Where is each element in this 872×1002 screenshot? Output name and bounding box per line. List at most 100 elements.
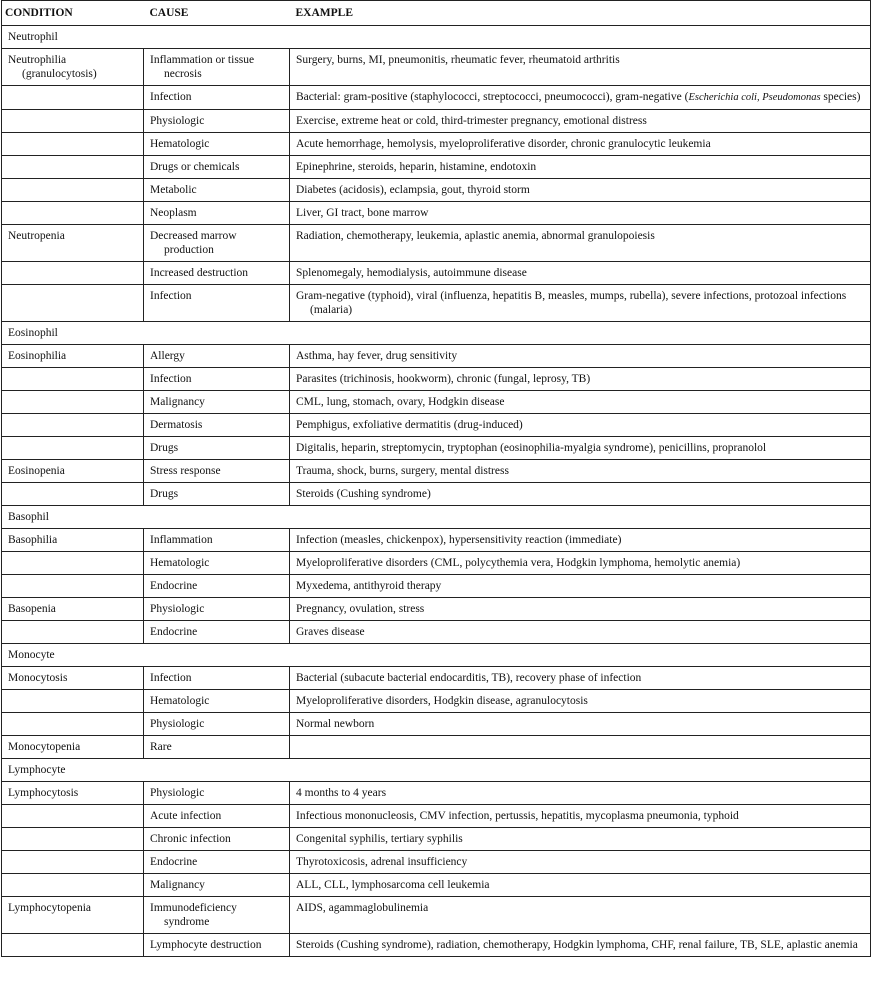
cause-cell: Decreased marrow production <box>143 224 290 262</box>
table-row: Malignancy CML, lung, stomach, ovary, Hod… <box>1 390 871 414</box>
example-text: Bacterial: gram-positive (staphylococci,… <box>296 91 689 103</box>
example-cell: Radiation, chemotherapy, leukemia, aplas… <box>289 224 871 262</box>
condition-cell <box>1 933 144 957</box>
cause-cell: Hematologic <box>143 551 290 575</box>
condition-cell <box>1 873 144 897</box>
cause-cell: Malignancy <box>143 873 290 897</box>
condition-cell <box>1 155 144 179</box>
table-row: Physiologic Exercise, extreme heat or col… <box>1 109 871 133</box>
table-row: Infection Bacterial: gram-positive (staph… <box>1 85 871 110</box>
cause-cell: Drugs <box>143 436 290 460</box>
section-label: Lymphocyte <box>1 758 871 782</box>
table-row: Drugs or chemicals Epinephrine, steroids,… <box>1 155 871 179</box>
cause-cell: Allergy <box>143 344 290 368</box>
condition-cell <box>1 178 144 202</box>
leukocyte-conditions-table: CONDITION CAUSE EXAMPLE Neutrophil Neutro… <box>1 0 871 957</box>
table-row: Drugs Steroids (Cushing syndrome) <box>1 482 871 506</box>
example-cell: Liver, GI tract, bone marrow <box>289 201 871 225</box>
condition-cell <box>1 712 144 736</box>
condition-cell: Eosinophilia <box>1 344 144 368</box>
table-row: Drugs Digitalis, heparin, streptomycin, t… <box>1 436 871 460</box>
table-row: Lymphocytosis Physiologic 4 months to 4 ye… <box>1 781 871 805</box>
example-cell <box>289 735 871 759</box>
condition-cell <box>1 284 144 322</box>
cause-cell: Metabolic <box>143 178 290 202</box>
example-cell: Digitalis, heparin, streptomycin, trypto… <box>289 436 871 460</box>
cause-cell: Infection <box>143 85 290 110</box>
condition-cell: Neutrophilia (granulocytosis) <box>1 48 144 86</box>
table-row: Neutrophilia (granulocytosis) Inflammatio… <box>1 48 871 86</box>
table-row: Infection Gram-negative (typhoid), viral … <box>1 284 871 322</box>
table-body: Neutrophil Neutrophilia (granulocytosis) I… <box>1 25 871 957</box>
cause-cell: Neoplasm <box>143 201 290 225</box>
condition-cell <box>1 804 144 828</box>
example-cell: Thyrotoxicosis, adrenal insufficiency <box>289 850 871 874</box>
example-cell: Myeloproliferative disorders, Hodgkin di… <box>289 689 871 713</box>
header-example: EXAMPLE <box>289 0 871 26</box>
cause-cell: Physiologic <box>143 712 290 736</box>
condition-cell: Lymphocytopenia <box>1 896 144 934</box>
section-label: Basophil <box>1 505 871 529</box>
section-label: Monocyte <box>1 643 871 667</box>
cause-cell: Stress response <box>143 459 290 483</box>
cause-cell: Increased destruction <box>143 261 290 285</box>
table-row: Basopenia Physiologic Pregnancy, ovulation… <box>1 597 871 621</box>
example-cell: ALL, CLL, lymphosarcoma cell leukemia <box>289 873 871 897</box>
example-cell: Graves disease <box>289 620 871 644</box>
cause-cell: Rare <box>143 735 290 759</box>
table-row: Physiologic Normal newborn <box>1 712 871 736</box>
condition-cell <box>1 261 144 285</box>
table-row: Dermatosis Pemphigus, exfoliative dermati… <box>1 413 871 437</box>
condition-cell: Monocytopenia <box>1 735 144 759</box>
example-cell: Trauma, shock, burns, surgery, mental di… <box>289 459 871 483</box>
table-row: Lymphocytopenia Immunodeficiency syndrome… <box>1 896 871 934</box>
example-cell: 4 months to 4 years <box>289 781 871 805</box>
cause-cell: Endocrine <box>143 850 290 874</box>
example-cell: Surgery, burns, MI, pneumonitis, rheumat… <box>289 48 871 86</box>
table-row: Endocrine Myxedema, antithyroid therapy <box>1 574 871 598</box>
table-row: Monocytopenia Rare <box>1 735 871 759</box>
example-cell: Myeloproliferative disorders (CML, polyc… <box>289 551 871 575</box>
cause-cell: Infection <box>143 367 290 391</box>
example-cell: Diabetes (acidosis), eclampsia, gout, th… <box>289 178 871 202</box>
condition-cell: Basopenia <box>1 597 144 621</box>
example-cell: Pregnancy, ovulation, stress <box>289 597 871 621</box>
example-cell: Congenital syphilis, tertiary syphilis <box>289 827 871 851</box>
condition-cell <box>1 689 144 713</box>
condition-cell <box>1 201 144 225</box>
table-row: Hematologic Myeloproliferative disorders … <box>1 551 871 575</box>
condition-cell <box>1 574 144 598</box>
table-row: Hematologic Acute hemorrhage, hemolysis, … <box>1 132 871 156</box>
condition-cell: Eosinopenia <box>1 459 144 483</box>
example-cell: Infection (measles, chickenpox), hyperse… <box>289 528 871 552</box>
condition-cell <box>1 132 144 156</box>
section-label: Neutrophil <box>1 25 871 49</box>
example-cell: Bacterial: gram-positive (staphylococci,… <box>289 85 871 110</box>
table-row: Neoplasm Liver, GI tract, bone marrow <box>1 201 871 225</box>
example-cell: Bacterial (subacute bacterial endocardit… <box>289 666 871 690</box>
example-after-text: species) <box>820 91 861 103</box>
condition-cell <box>1 436 144 460</box>
cause-cell: Drugs <box>143 482 290 506</box>
cause-cell: Inflammation or tissue necrosis <box>143 48 290 86</box>
table-row: Eosinophilia Allergy Asthma, hay fever, dr… <box>1 344 871 368</box>
table-row: Increased destruction Splenomegaly, hemod… <box>1 261 871 285</box>
section-row: Eosinophil <box>1 321 871 345</box>
condition-cell: Lymphocytosis <box>1 781 144 805</box>
table-row: Metabolic Diabetes (acidosis), eclampsia,… <box>1 178 871 202</box>
condition-cell <box>1 482 144 506</box>
table-row: Endocrine Graves disease <box>1 620 871 644</box>
cause-cell: Infection <box>143 666 290 690</box>
cause-cell: Endocrine <box>143 574 290 598</box>
example-cell: AIDS, agammaglobulinemia <box>289 896 871 934</box>
section-row: Basophil <box>1 505 871 529</box>
section-row: Lymphocyte <box>1 758 871 782</box>
cause-cell: Immunodeficiency syndrome <box>143 896 290 934</box>
example-cell: Normal newborn <box>289 712 871 736</box>
table-row: Neutropenia Decreased marrow production Ra… <box>1 224 871 262</box>
cause-cell: Inflammation <box>143 528 290 552</box>
header-cause: CAUSE <box>143 0 290 26</box>
cause-cell: Physiologic <box>143 781 290 805</box>
condition-cell: Monocytosis <box>1 666 144 690</box>
condition-cell: Neutropenia <box>1 224 144 262</box>
